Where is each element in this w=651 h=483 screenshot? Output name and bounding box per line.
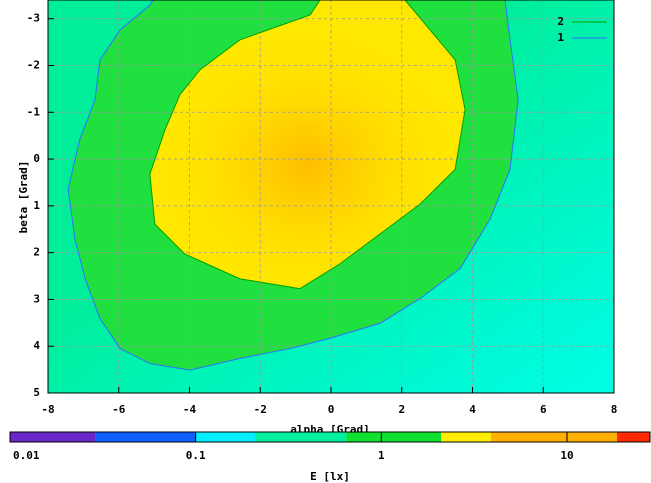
- x-tick-label: -4: [183, 403, 197, 416]
- y-tick-label: -1: [27, 105, 41, 118]
- colorbar-band: [441, 432, 492, 442]
- y-tick-label: 3: [33, 292, 40, 305]
- colorbar-tick-label: 10: [560, 449, 573, 462]
- x-tick-label: 8: [611, 403, 618, 416]
- x-tick-label: 2: [398, 403, 405, 416]
- y-tick-label: -3: [27, 12, 40, 25]
- y-tick-label: -2: [27, 59, 40, 72]
- x-tick-label: -6: [112, 403, 126, 416]
- colorbar-label: E [lx]: [310, 470, 350, 483]
- contour-line: [149, 0, 466, 290]
- colorbar-band: [195, 432, 256, 442]
- contour-line: [67, 0, 519, 371]
- y-tick-label: 4: [33, 339, 40, 352]
- legend-label: 2: [557, 15, 564, 28]
- y-tick-label: 2: [33, 246, 40, 259]
- colorbar-band: [95, 432, 196, 442]
- colorbar-band: [255, 432, 347, 442]
- x-tick-label: 6: [540, 403, 547, 416]
- x-tick-label: -8: [41, 403, 54, 416]
- colorbar-band: [617, 432, 650, 442]
- x-tick-label: -2: [254, 403, 267, 416]
- x-tick-label: 0: [328, 403, 335, 416]
- x-tick-label: 4: [469, 403, 476, 416]
- y-tick-label: 1: [33, 199, 40, 212]
- colorbar-tick-label: 0.1: [186, 449, 206, 462]
- colorbar-tick-label: 1: [378, 449, 385, 462]
- colorbar-band: [346, 432, 442, 442]
- y-tick-label: 0: [33, 152, 40, 165]
- y-axis-label: beta [Grad]: [17, 161, 30, 234]
- legend-label: 1: [557, 31, 564, 44]
- colorbar-tick-label: 0.01: [13, 449, 40, 462]
- colorbar-band: [491, 432, 618, 442]
- plot-area: [48, 0, 614, 393]
- colorbar-band: [10, 432, 96, 442]
- y-tick-label: 5: [33, 386, 40, 399]
